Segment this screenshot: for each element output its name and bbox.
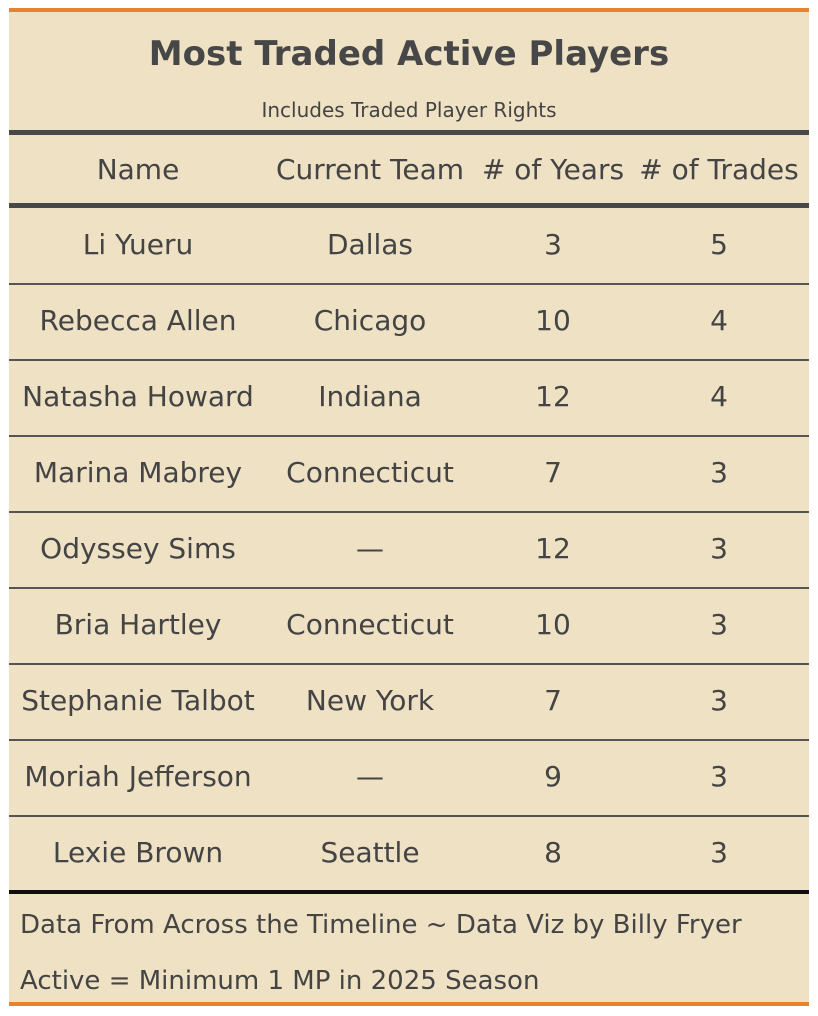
table-row: Odyssey Sims — 12 3 [9, 512, 809, 586]
row-divider [9, 663, 809, 665]
current-team: Indiana [318, 380, 422, 413]
table-row: Li Yueru Dallas 3 5 [9, 208, 809, 282]
current-team: Chicago [313, 304, 427, 337]
row-divider [9, 815, 809, 817]
years-count: 12 [535, 380, 571, 413]
trades-count: 3 [710, 684, 728, 717]
years-count: 7 [544, 456, 562, 489]
table-header-row: Name Current Team # of Years # of Trades [9, 138, 809, 202]
header-bottom-rule [9, 203, 809, 208]
current-team: New York [305, 684, 435, 717]
table-row: Moriah Jefferson — 9 3 [9, 740, 809, 814]
trades-count: 4 [710, 380, 728, 413]
row-divider [9, 511, 809, 513]
player-name: Odyssey Sims [40, 532, 236, 565]
row-divider [9, 359, 809, 361]
trades-count: 3 [710, 760, 728, 793]
player-name: Stephanie Talbot [21, 684, 255, 717]
column-header-trades: # of Trades [639, 153, 799, 186]
current-team: — [356, 760, 384, 793]
years-count: 12 [535, 532, 571, 565]
table-title: Most Traded Active Players [148, 34, 670, 74]
footer-definition-note: Active = Minimum 1 MP in 2025 Season [20, 966, 540, 996]
table-row: Bria Hartley Connecticut 10 3 [9, 588, 809, 662]
current-team: Connecticut [286, 456, 454, 489]
player-name: Lexie Brown [52, 836, 224, 869]
table-subtitle: Includes Traded Player Rights [261, 98, 557, 122]
table-row: Marina Mabrey Connecticut 7 3 [9, 436, 809, 510]
table-card: Most Traded Active Players Includes Trad… [9, 8, 809, 1006]
player-name: Marina Mabrey [33, 456, 243, 489]
table-row: Rebecca Allen Chicago 10 4 [9, 284, 809, 358]
current-team: Seattle [320, 836, 420, 869]
current-team: — [356, 532, 384, 565]
row-divider [9, 283, 809, 285]
table-row: Stephanie Talbot New York 7 3 [9, 664, 809, 738]
years-count: 7 [544, 684, 562, 717]
player-name: Bria Hartley [54, 608, 222, 641]
years-count: 10 [535, 304, 571, 337]
trades-count: 3 [710, 608, 728, 641]
column-header-name: Name [96, 153, 180, 186]
table-bottom-rule [9, 890, 809, 894]
footer-source-note: Data From Across the Timeline ~ Data Viz… [20, 910, 742, 940]
row-divider [9, 435, 809, 437]
years-count: 8 [544, 836, 562, 869]
column-header-team: Current Team [275, 153, 465, 186]
table-row: Lexie Brown Seattle 8 3 [9, 816, 809, 890]
trades-count: 5 [710, 228, 728, 261]
years-count: 3 [544, 228, 562, 261]
player-name: Moriah Jefferson [24, 760, 252, 793]
player-name: Li Yueru [82, 228, 194, 261]
row-divider [9, 739, 809, 741]
trades-count: 4 [710, 304, 728, 337]
years-count: 10 [535, 608, 571, 641]
years-count: 9 [544, 760, 562, 793]
row-divider [9, 587, 809, 589]
trades-count: 3 [710, 532, 728, 565]
current-team: Dallas [326, 228, 414, 261]
current-team: Connecticut [286, 608, 454, 641]
column-header-years: # of Years [481, 153, 625, 186]
trades-count: 3 [710, 836, 728, 869]
trades-count: 3 [710, 456, 728, 489]
header-top-rule [9, 130, 809, 135]
player-name: Rebecca Allen [39, 304, 237, 337]
table-row: Natasha Howard Indiana 12 4 [9, 360, 809, 434]
player-name: Natasha Howard [22, 380, 254, 413]
